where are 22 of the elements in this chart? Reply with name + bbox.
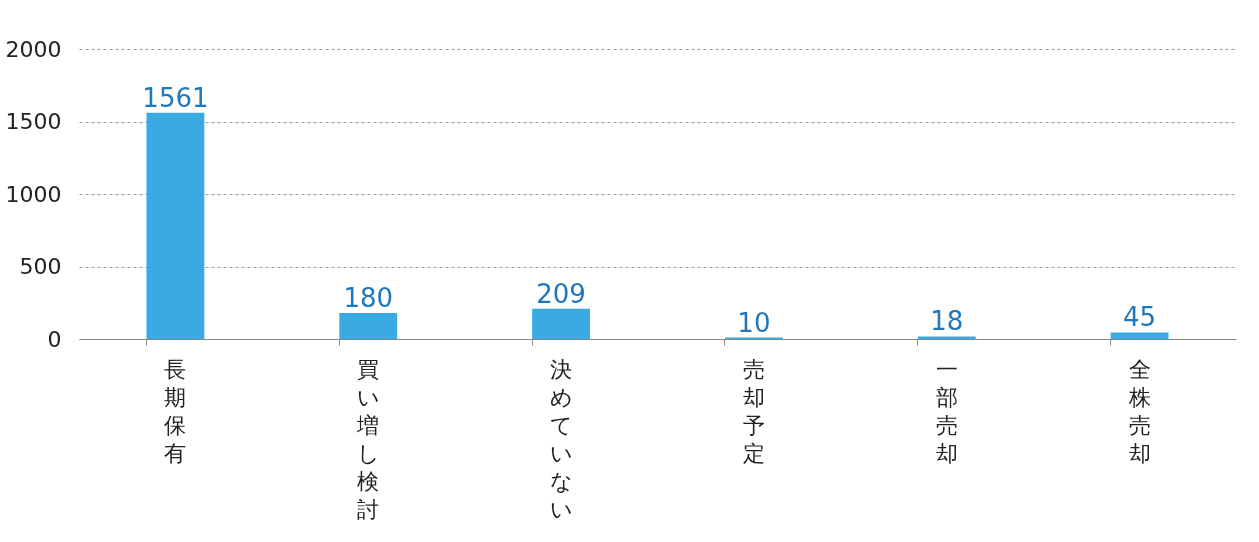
x-tick-label: 決めていない: [549, 356, 573, 522]
y-tick-label: 1000: [5, 181, 62, 207]
y-tick-label: 2000: [5, 36, 62, 62]
x-tick-label: 買い増し検討: [356, 356, 380, 522]
data-label: 209: [536, 278, 586, 309]
bar: [1110, 332, 1169, 339]
y-tick-label: 500: [19, 254, 62, 279]
data-label: 45: [1123, 302, 1157, 333]
x-tick-label: 一部売却: [935, 356, 958, 466]
data-label: 180: [343, 282, 394, 313]
bar: [339, 312, 398, 339]
data-label: 1561: [142, 82, 209, 113]
x-tick-label: 売却予定: [742, 356, 765, 466]
x-tick-label: 長期保有: [164, 356, 187, 466]
data-label: 10: [737, 307, 771, 338]
bar: [532, 308, 591, 339]
x-tick-label: 全株売却: [1127, 356, 1151, 466]
bar: [146, 112, 205, 339]
bar: [917, 336, 976, 339]
y-tick-label: 0: [47, 326, 62, 352]
data-label: 18: [930, 306, 964, 337]
y-tick-label: 1500: [5, 109, 62, 134]
